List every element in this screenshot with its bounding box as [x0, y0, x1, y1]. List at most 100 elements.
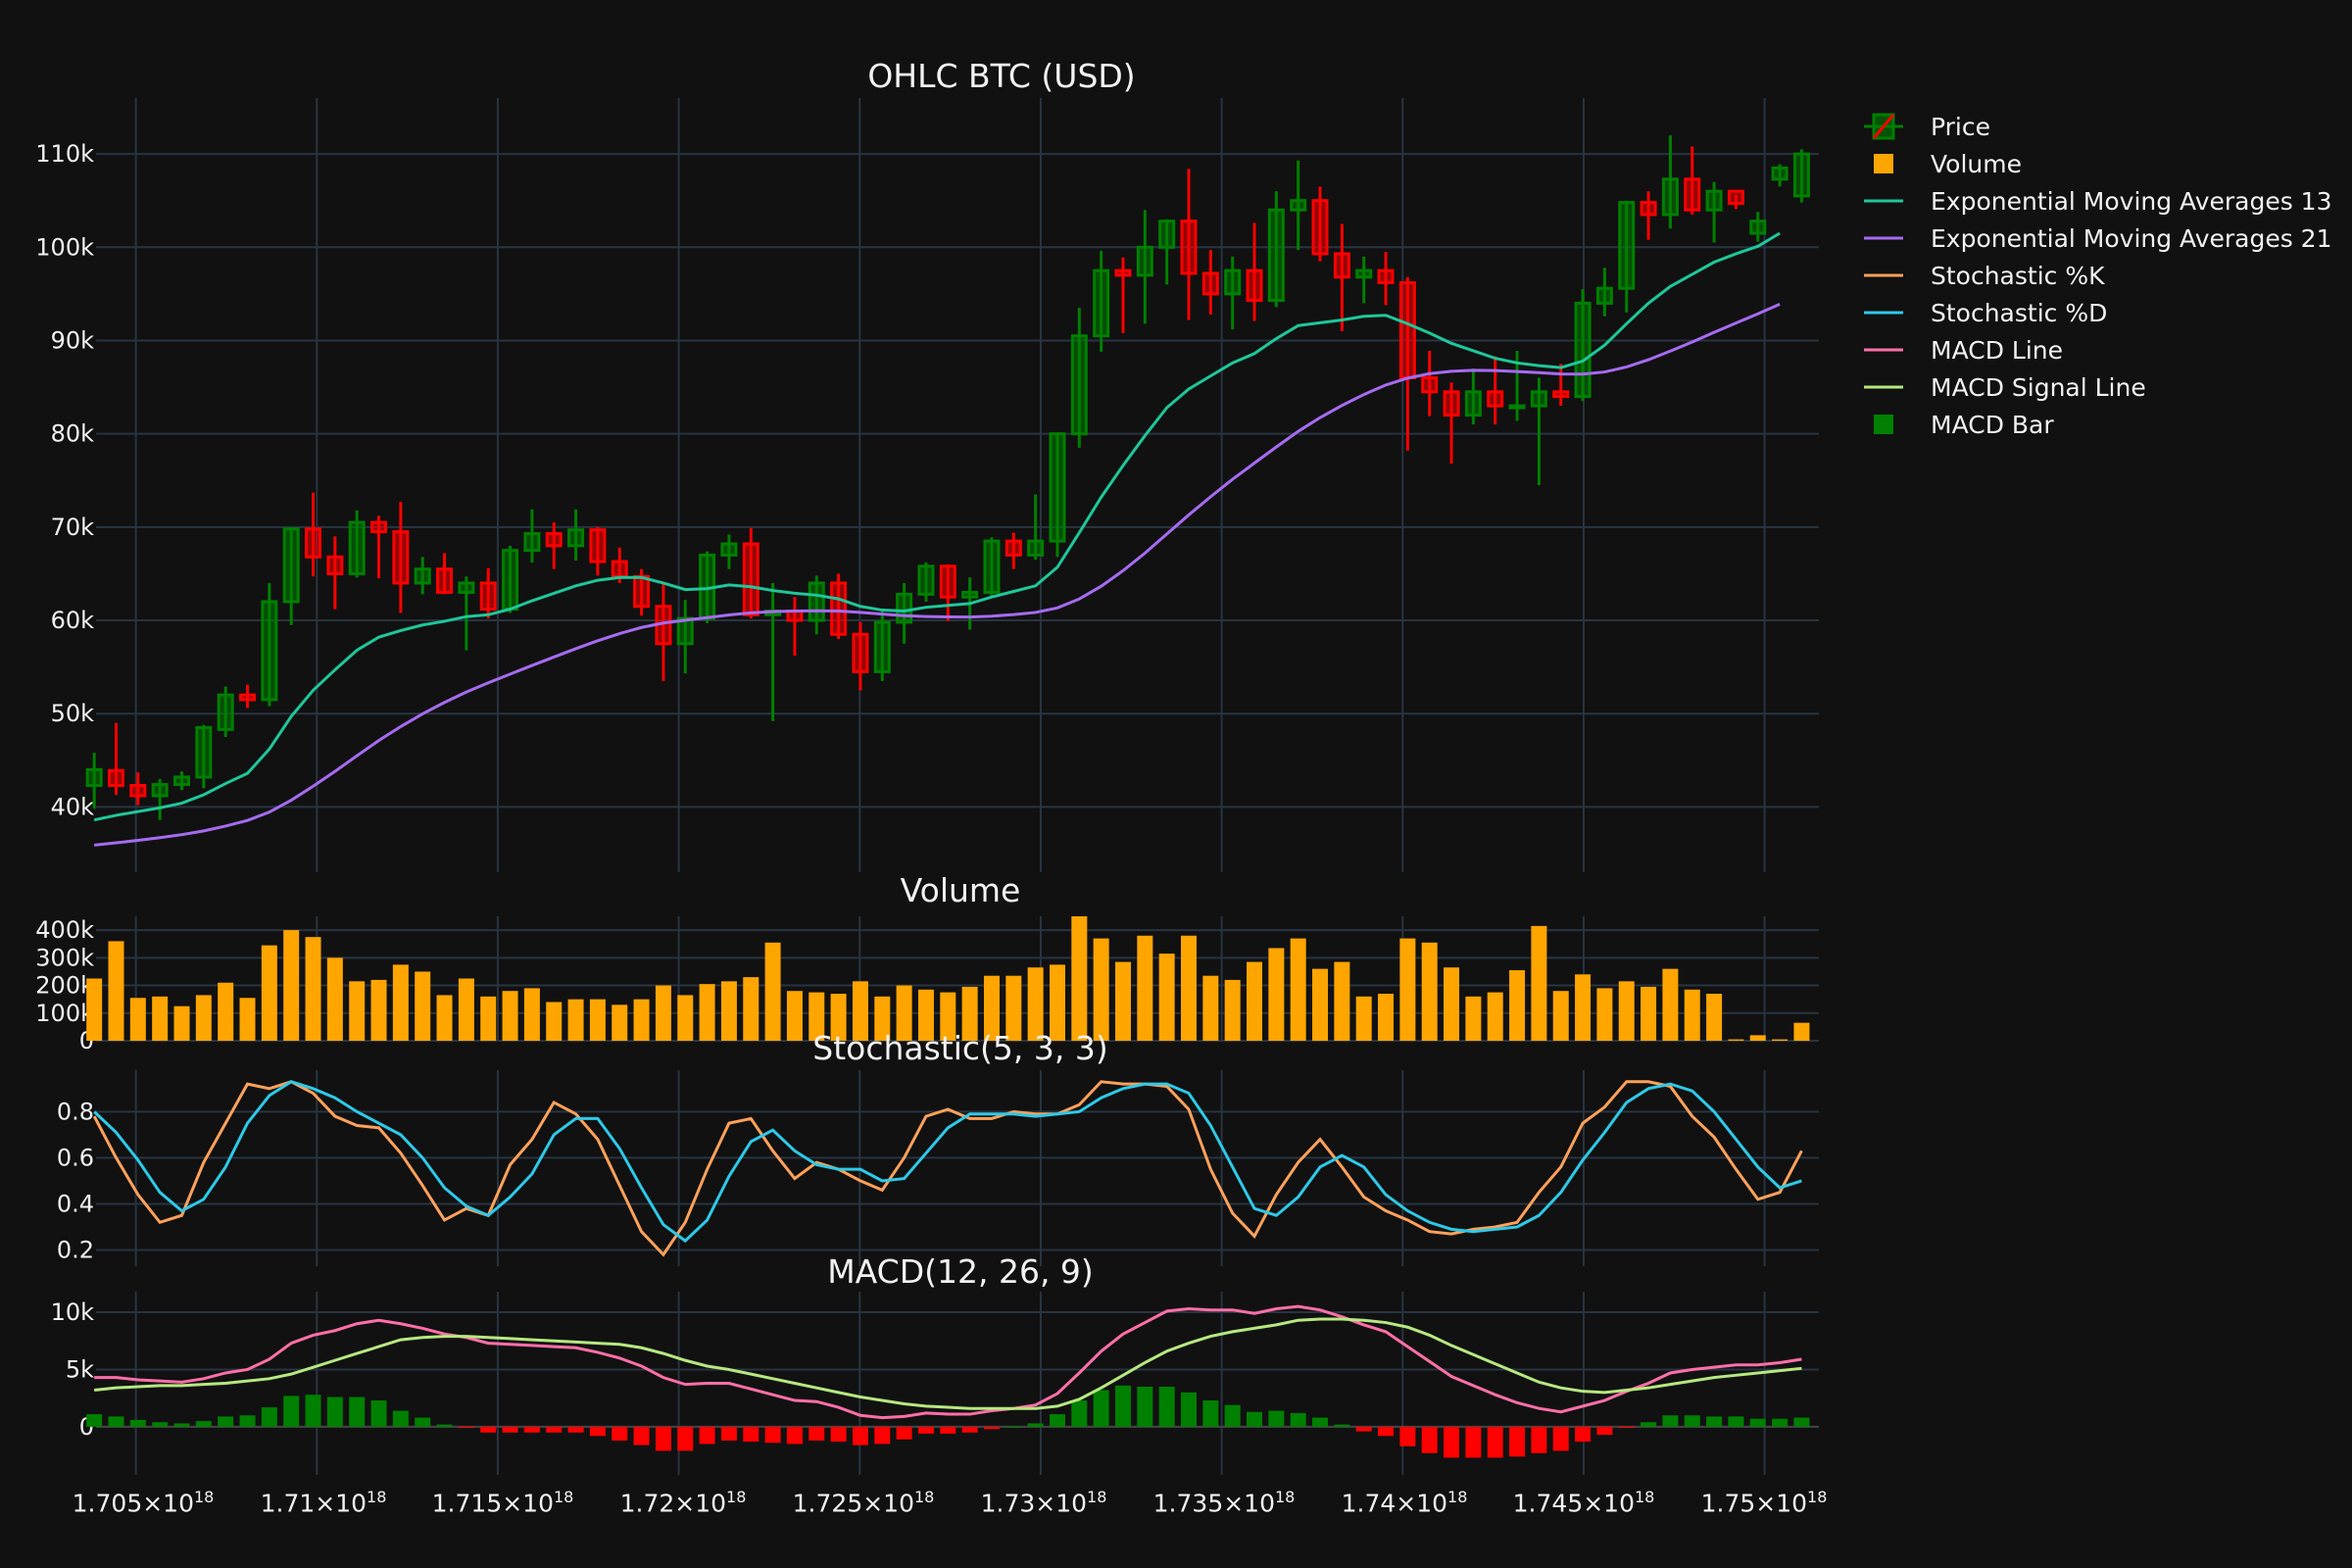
candle-body	[414, 567, 431, 585]
candle-body	[195, 725, 213, 779]
volume-bar	[917, 989, 934, 1041]
volume-bar	[436, 995, 453, 1041]
volume-bar	[502, 991, 518, 1041]
macd-histogram-bar	[612, 1426, 628, 1441]
macd-histogram-bar	[1027, 1423, 1044, 1427]
candle-body	[348, 520, 366, 575]
volume-bar	[677, 995, 694, 1041]
macd-histogram-bar	[1158, 1387, 1175, 1427]
candle-body	[1552, 390, 1570, 399]
candle-body	[523, 531, 541, 553]
stochastic-chart-title: Stochastic(5, 3, 3)	[812, 1029, 1108, 1067]
volume-bar	[1399, 938, 1416, 1041]
y-tick-label: 5k	[66, 1355, 94, 1383]
volume-bar	[764, 942, 781, 1041]
macd-histogram-bar	[195, 1421, 212, 1427]
macd-histogram-bar	[1181, 1392, 1198, 1427]
macd-histogram-bar	[1728, 1416, 1744, 1427]
volume-bar	[152, 996, 169, 1041]
candle-body	[1443, 390, 1460, 417]
x-tick-label: 1.725×1018	[792, 1488, 935, 1518]
y-tick-label: 60k	[51, 607, 95, 634]
volume-bar	[1509, 970, 1526, 1041]
price-chart-title: OHLC BTC (USD)	[867, 57, 1136, 95]
candle-body	[611, 560, 628, 578]
legend-candle-glyph	[1864, 113, 1903, 140]
y-tick-label: 80k	[51, 420, 95, 448]
volume-bar	[546, 1002, 563, 1041]
legend-item-ema13[interactable]: Exponential Moving Averages 13	[1862, 182, 2332, 220]
volume-bar	[173, 1005, 190, 1041]
macd-histogram-bar	[720, 1426, 737, 1441]
legend-line-glyph	[1864, 236, 1903, 240]
legend-line-glyph	[1864, 348, 1903, 352]
candle-body	[896, 592, 913, 624]
macd-histogram-bar	[502, 1426, 518, 1433]
candle-body	[567, 528, 585, 548]
macd-histogram-bar	[677, 1426, 694, 1451]
macd-histogram-bar	[1641, 1422, 1657, 1427]
volume-bar	[108, 941, 124, 1041]
candle-body	[983, 539, 1001, 594]
legend-item-macd-signal[interactable]: MACD Signal Line	[1862, 368, 2332, 406]
line-swatch-icon	[1862, 335, 1905, 365]
candle-body	[1180, 220, 1198, 275]
candle-body	[326, 555, 344, 575]
candle-body	[1792, 152, 1810, 198]
candle-body	[1640, 201, 1657, 217]
x-tick-label: 1.71×1018	[260, 1488, 387, 1518]
macd-histogram-bar	[305, 1395, 321, 1427]
macd-histogram-bar	[1618, 1426, 1635, 1429]
candle-body	[392, 530, 410, 585]
macd-histogram-bar	[1247, 1411, 1263, 1427]
volume-bar	[1268, 948, 1285, 1041]
legend-label: MACD Signal Line	[1931, 372, 2146, 402]
legend-item-stoch-k[interactable]: Stochastic %K	[1862, 257, 2332, 294]
macd-histogram-bar	[218, 1416, 234, 1427]
volume-panel: 0100k200k300k400k	[35, 916, 1819, 1054]
legend-item-macd-line[interactable]: MACD Line	[1862, 331, 2332, 368]
x-tick-label: 1.745×1018	[1512, 1488, 1655, 1518]
volume-bar	[305, 937, 321, 1041]
price-panel: 40k 50k 60k 70k 80k 90k 100k 110k	[35, 98, 1819, 872]
y-tick-label: 10k	[51, 1298, 95, 1326]
candle-body	[370, 520, 388, 534]
legend-item-price[interactable]: Price	[1862, 108, 2332, 145]
legend-item-stoch-d[interactable]: Stochastic %D	[1862, 294, 2332, 331]
macd-histogram-bar	[983, 1426, 1000, 1430]
macd-histogram-bar	[546, 1426, 563, 1433]
y-tick-label: 40k	[51, 793, 95, 820]
y-tick-label: 70k	[51, 514, 95, 541]
volume-bar	[261, 945, 277, 1041]
volume-bar	[1137, 935, 1153, 1041]
candle-body	[1070, 334, 1088, 436]
volume-bar	[896, 985, 912, 1041]
volume-bar	[743, 977, 760, 1041]
legend-item-volume[interactable]: Volume	[1862, 145, 2332, 182]
macd-histogram-bar	[1114, 1385, 1131, 1427]
volume-bar	[983, 975, 1000, 1041]
square-swatch-icon	[1862, 410, 1905, 439]
volume-bar	[633, 999, 650, 1041]
volume-bar	[1749, 1035, 1766, 1041]
candle-body	[1398, 280, 1416, 380]
candle-body	[1377, 269, 1395, 284]
candle-body	[1355, 269, 1373, 279]
volume-bar	[1662, 968, 1679, 1041]
macd-histogram-bar	[786, 1426, 803, 1445]
legend-square-glyph	[1874, 415, 1893, 434]
candle-body	[1705, 189, 1723, 212]
candle-body	[436, 567, 454, 594]
macd-chart-title: MACD(12, 26, 9)	[827, 1252, 1094, 1291]
y-tick-label: 300k	[35, 944, 94, 971]
legend-item-ema21[interactable]: Exponential Moving Averages 21	[1862, 220, 2332, 257]
macd-histogram-bar	[1444, 1426, 1460, 1458]
candle-body	[1661, 177, 1679, 217]
legend-item-macd-bar[interactable]: MACD Bar	[1862, 406, 2332, 443]
x-tick-label: 1.735×1018	[1152, 1488, 1296, 1518]
macd-histogram-bar	[896, 1426, 912, 1440]
legend-line-glyph	[1864, 385, 1903, 389]
volume-bar	[720, 981, 737, 1041]
macd-histogram-bar	[743, 1426, 760, 1443]
macd-histogram-bar	[283, 1396, 300, 1427]
